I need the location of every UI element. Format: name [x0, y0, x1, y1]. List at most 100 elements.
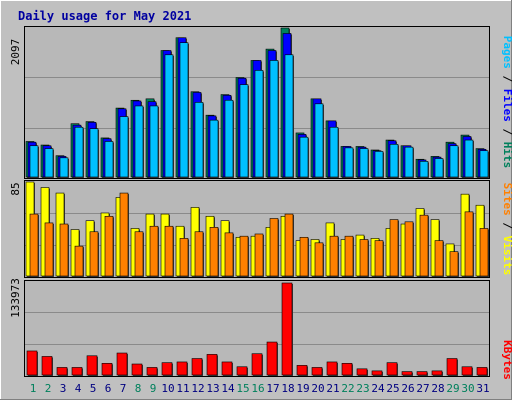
bar-sites-day-5: [89, 231, 99, 277]
x-tick-label-21: 21: [326, 382, 339, 395]
bar-kbytes-day-18: [281, 282, 293, 376]
x-tick-label-10: 10: [161, 382, 174, 395]
bar-kbytes-day-15: [236, 366, 248, 376]
bar-pages-day-31: [479, 150, 489, 178]
bar-sites-day-26: [404, 221, 414, 277]
x-tick-label-23: 23: [356, 382, 369, 395]
chart-title: Daily usage for May 2021: [18, 9, 191, 23]
bar-pages-day-29: [449, 145, 459, 178]
x-tick-label-31: 31: [476, 382, 489, 395]
legend-visits-panel: Sites / Visits: [501, 183, 512, 276]
x-tick-labels: 1 2 3 4 5 6 7 8 9 10 11 12 13 14 15 16 17 18 19 20 21 22 23 24 2…: [30, 382, 490, 395]
bar-kbytes-day-24: [371, 370, 383, 376]
bar-sites-day-7: [119, 192, 129, 277]
bar-sites-day-9: [149, 225, 159, 277]
x-tick-label-4: 4: [75, 382, 82, 395]
x-tick-label-19: 19: [296, 382, 309, 395]
bar-kbytes-day-13: [206, 354, 218, 376]
bar-sites-day-21: [329, 235, 339, 277]
x-tick-label-24: 24: [371, 382, 385, 395]
bar-pages-day-18: [284, 54, 294, 178]
bar-kbytes-day-11: [176, 361, 188, 376]
bar-pages-day-30: [464, 139, 474, 178]
x-tick-label-29: 29: [446, 382, 459, 395]
bar-sites-day-8: [134, 231, 144, 277]
x-tick-label-16: 16: [251, 382, 264, 395]
bar-sites-day-2: [44, 222, 54, 277]
legend-sep-2: /: [501, 122, 512, 142]
bar-kbytes-day-3: [56, 367, 68, 376]
bar-kbytes-day-7: [116, 352, 128, 376]
bar-kbytes-day-4: [71, 367, 83, 376]
x-tick-label-7: 7: [120, 382, 127, 395]
bar-pages-day-12: [194, 102, 204, 178]
bar-sites-day-28: [434, 240, 444, 277]
bar-marks: [25, 27, 489, 376]
legend-files: Files: [501, 89, 512, 122]
bar-pages-day-20: [314, 103, 324, 178]
x-tick-label-3: 3: [60, 382, 67, 395]
bar-sites-day-16: [254, 233, 264, 277]
bar-kbytes-day-5: [86, 355, 98, 376]
bar-pages-day-14: [224, 99, 234, 178]
bar-sites-day-29: [449, 251, 459, 277]
bar-pages-day-28: [434, 158, 444, 178]
bar-sites-day-24: [374, 240, 384, 277]
x-tick-label-20: 20: [311, 382, 324, 395]
bar-kbytes-day-17: [266, 341, 278, 376]
bar-sites-day-1: [29, 213, 39, 277]
bar-pages-day-15: [239, 84, 249, 178]
x-tick-label-17: 17: [266, 382, 279, 395]
bar-pages-day-26: [404, 146, 414, 178]
bar-pages-day-22: [344, 147, 354, 178]
legend-pages: Pages: [501, 36, 512, 69]
bar-pages-day-13: [209, 119, 219, 178]
x-tick-label-2: 2: [45, 382, 52, 395]
bar-sites-day-15: [239, 235, 249, 277]
x-tick-label-8: 8: [135, 382, 142, 395]
x-tick-label-15: 15: [236, 382, 249, 395]
bar-sites-day-10: [164, 225, 174, 277]
bar-pages-day-4: [74, 126, 84, 178]
bar-kbytes-day-29: [446, 358, 458, 376]
bar-sites-day-6: [104, 215, 114, 277]
bar-pages-day-5: [89, 128, 99, 178]
legend-sep-3: /: [501, 216, 512, 236]
x-tick-label-9: 9: [150, 382, 157, 395]
bar-pages-day-19: [299, 136, 309, 178]
bar-pages-day-3: [59, 157, 69, 178]
x-tick-label-26: 26: [401, 382, 414, 395]
bar-pages-day-6: [104, 141, 114, 178]
bar-sites-day-22: [344, 235, 354, 277]
x-tick-label-22: 22: [341, 382, 354, 395]
x-tick-label-14: 14: [221, 382, 235, 395]
bar-kbytes-day-8: [131, 363, 143, 376]
bar-kbytes-day-10: [161, 362, 173, 376]
bar-kbytes-day-31: [476, 367, 488, 376]
ymax-label-visits: 85: [9, 182, 22, 195]
x-tick-label-30: 30: [461, 382, 474, 395]
x-tick-label-28: 28: [431, 382, 444, 395]
bar-sites-day-18: [284, 213, 294, 277]
bar-kbytes-day-22: [341, 363, 353, 376]
bar-sites-day-19: [299, 236, 309, 277]
bar-pages-day-27: [419, 161, 429, 178]
bar-sites-day-4: [74, 245, 84, 277]
legend-hits: Hits: [501, 142, 512, 169]
bar-sites-day-23: [359, 239, 369, 277]
legend-kbytes: KBytes: [501, 340, 512, 380]
ymax-label-hits: 2097: [9, 39, 22, 66]
bar-kbytes-day-12: [191, 358, 203, 376]
x-tick-label-13: 13: [206, 382, 219, 395]
bar-pages-day-25: [389, 144, 399, 178]
ymax-label-kbytes: 133973: [9, 278, 22, 318]
bar-sites-day-11: [179, 238, 189, 277]
bar-kbytes-day-16: [251, 353, 263, 376]
x-tick-label-25: 25: [386, 382, 399, 395]
x-tick-label-1: 1: [30, 382, 37, 395]
bar-kbytes-day-27: [416, 371, 428, 376]
bar-kbytes-day-9: [146, 367, 158, 376]
legend-kbytes-panel: KBytes: [501, 340, 512, 380]
bar-pages-day-1: [29, 145, 39, 178]
